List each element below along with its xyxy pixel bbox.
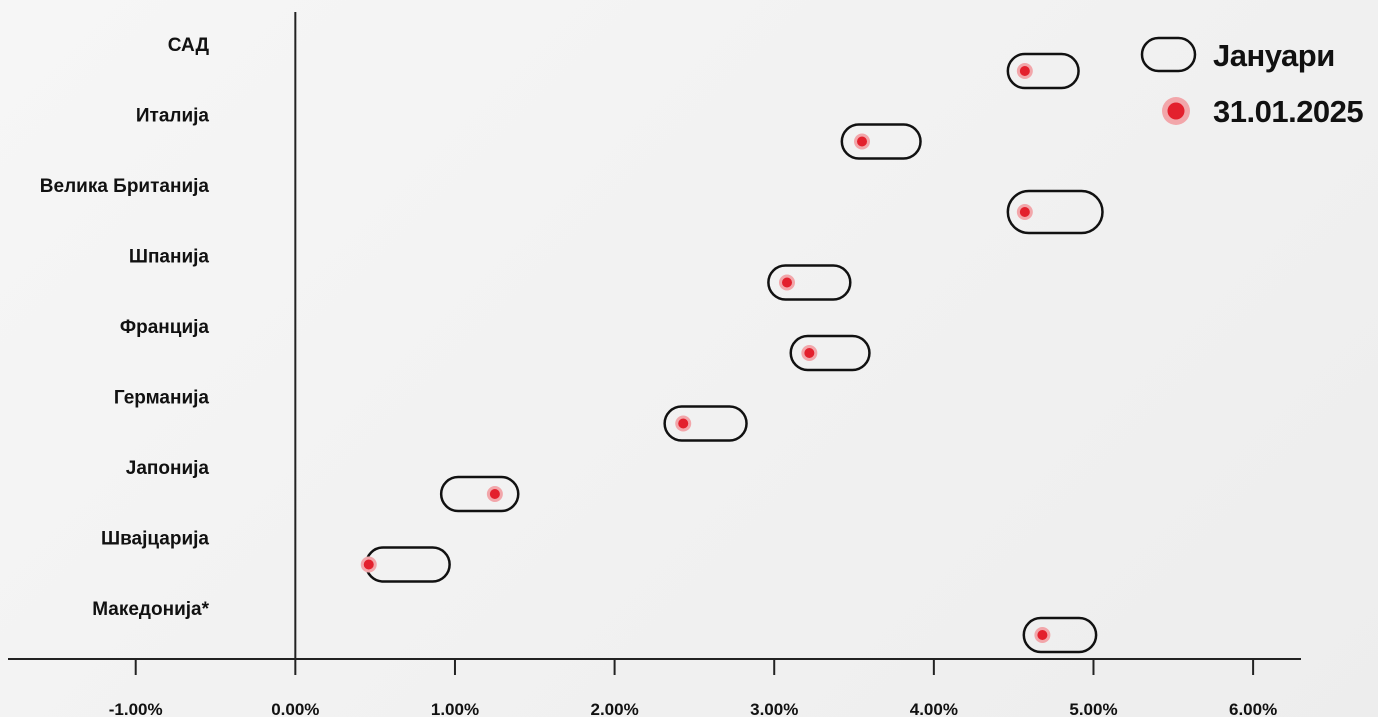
category-label: Јапонија (126, 458, 210, 479)
january-range-pill (1022, 616, 1098, 654)
axes-group (8, 12, 1301, 660)
january-range-pill (1006, 52, 1080, 90)
january-range-pill (767, 264, 852, 301)
legend-label-date: 31.01.2025 (1213, 94, 1363, 129)
january-range-pill (789, 334, 871, 372)
category-label: Велика Британија (40, 176, 210, 197)
current-value-dot (857, 136, 868, 147)
current-markers-group (360, 63, 1051, 643)
x-tick-label: 6.00% (1229, 700, 1277, 717)
x-tick-label: -1.00% (109, 700, 163, 717)
current-value-dot (1019, 207, 1030, 217)
category-label: Италија (136, 106, 210, 127)
category-label: Македонија* (92, 599, 209, 620)
x-tick-label: 2.00% (590, 700, 638, 717)
current-value-dot (781, 277, 792, 288)
legend: Јануари 31.01.2025 (1140, 36, 1364, 129)
january-markers-group (364, 52, 1104, 654)
x-tick-label: 5.00% (1069, 700, 1117, 717)
x-tick-label: 0.00% (271, 700, 319, 717)
january-range-pill (439, 475, 520, 513)
x-tick-label: 4.00% (910, 700, 958, 717)
current-value-dot (1019, 66, 1030, 76)
current-value-dot (363, 559, 374, 570)
current-value-dot (804, 348, 815, 358)
january-range-pill (840, 123, 922, 160)
legend-dot-icon (1167, 102, 1185, 120)
category-labels-group: САД Италија Велика Британија Шпанија Франциј… (40, 35, 210, 620)
legend-pill-icon (1140, 36, 1197, 73)
current-value-dot (489, 489, 500, 499)
january-range-pill (1006, 189, 1104, 235)
x-tick-label: 3.00% (750, 700, 798, 717)
january-range-pill (364, 546, 451, 583)
x-tick-label: 1.00% (431, 700, 479, 717)
category-label: Шпанија (129, 247, 210, 268)
current-value-dot (1037, 630, 1048, 640)
current-value-dot (678, 418, 689, 429)
january-range-pill (663, 405, 748, 442)
category-label: САД (168, 35, 210, 56)
category-label: Швајцарија (101, 529, 209, 550)
category-label: Германија (114, 388, 210, 409)
legend-label-january: Јануари (1213, 38, 1335, 73)
x-ticks-group: -1.00% 0.00% 1.00% 2.00% 3.00% 4.00% 5.00% 6.00… (109, 659, 1277, 717)
category-label: Франција (120, 317, 210, 338)
